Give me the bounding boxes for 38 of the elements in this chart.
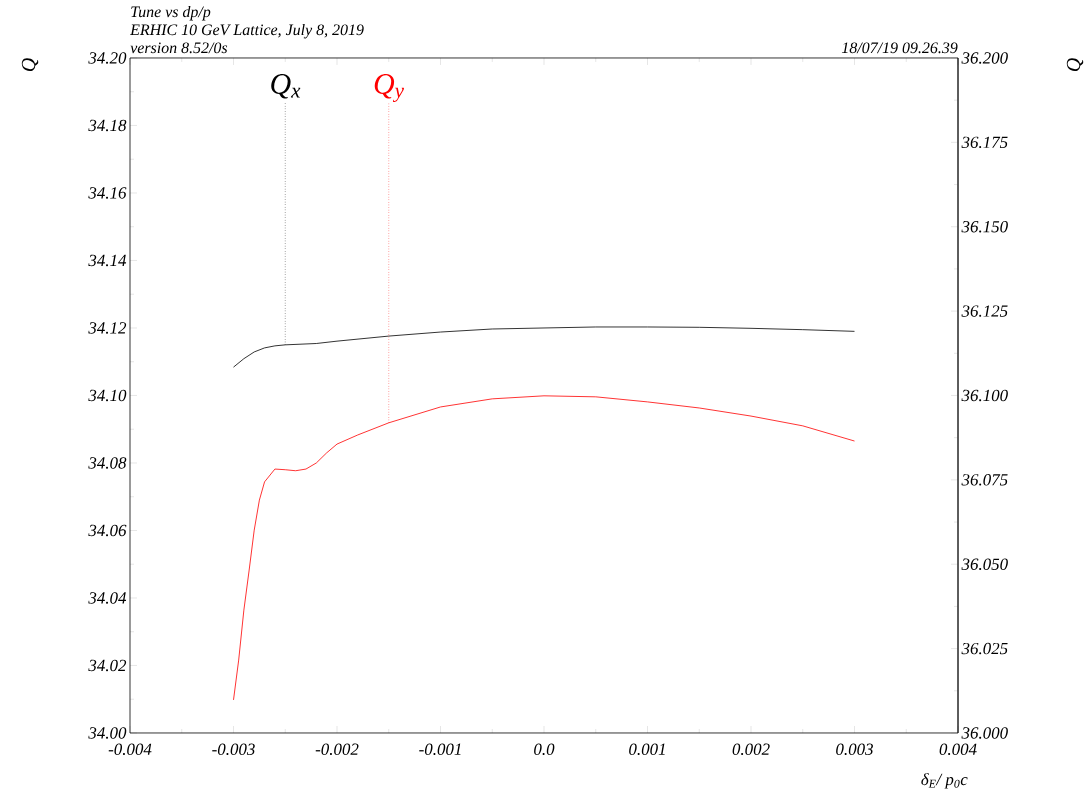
y-tick-label: 34.00	[88, 727, 127, 739]
x-tick-label: -0.002	[315, 743, 359, 755]
chart-title: Tune vs dp/p	[131, 5, 211, 21]
y2-tick-label: 36.000	[961, 727, 1008, 739]
y-tick-label: 34.06	[88, 524, 127, 537]
y2-tick-label: 36.125	[961, 305, 1008, 317]
x-tick-label: 0.003	[836, 743, 873, 755]
x-tick-label: 0.001	[629, 743, 665, 755]
y-tick-label: 34.16	[88, 187, 127, 199]
y-tick-label: 34.12	[88, 322, 127, 334]
text: version 8.52/0s	[130, 42, 228, 54]
x-tick-label: 0.002	[732, 743, 770, 755]
text: 18/07/19 09.26.39	[841, 42, 958, 54]
y-tick-label: 34.02	[88, 659, 127, 672]
y-tick-label: 34.04	[88, 592, 127, 604]
y-tick-label: 34.08	[88, 457, 127, 469]
y2-tick-label: 36.175	[961, 136, 1008, 149]
y2-axis-title: Q	[1066, 58, 1084, 72]
x-tick-label: -0.004	[108, 743, 152, 755]
annotation: Q$_{y}$	[374, 73, 404, 102]
y2-tick-label: 36.150	[961, 220, 1008, 233]
y2-tick-label: 36.025	[961, 642, 1008, 655]
y2-tick-label: 36.100	[961, 389, 1008, 402]
x-tick-label: -0.003	[212, 743, 255, 755]
y-tick-label: 34.14	[88, 254, 127, 267]
y2-tick-label: 36.200	[961, 52, 1008, 64]
x-tick-label: -0.001	[419, 743, 461, 755]
chart-subtitle: ERHIC 10 GeV Lattice, July 8, 2019	[130, 23, 364, 39]
annotation: Q$_{x}$	[271, 73, 301, 99]
y-tick-label: 34.20	[88, 52, 127, 64]
x-tick-label: 0.0	[534, 743, 555, 755]
x-axis-title: δ$_{E}$/ p$_{0}$c	[921, 773, 968, 789]
x-tick-label: 0.004	[939, 743, 977, 755]
y-axis-title: Q	[21, 58, 39, 72]
y2-tick-label: 36.075	[961, 474, 1008, 486]
y2-tick-label: 36.050	[961, 558, 1008, 570]
y-tick-label: 34.18	[88, 119, 127, 132]
y-tick-label: 34.10	[88, 389, 127, 402]
